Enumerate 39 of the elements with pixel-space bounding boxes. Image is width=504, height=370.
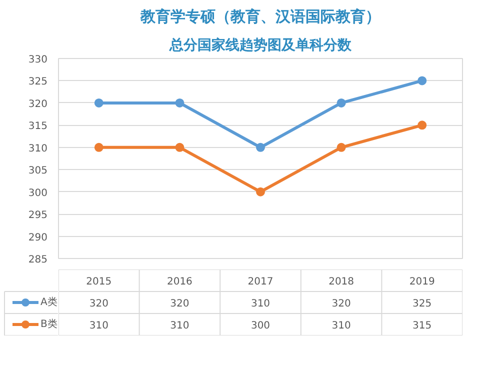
y-tick-label: 305 <box>28 166 48 177</box>
point <box>256 142 265 152</box>
y-tick-label: 295 <box>28 210 48 222</box>
point <box>418 120 427 130</box>
data-label: 315 <box>412 320 432 332</box>
point <box>418 76 427 86</box>
point <box>94 98 104 108</box>
point <box>336 142 346 152</box>
point <box>336 98 346 108</box>
data-label: 310 <box>89 320 108 332</box>
y-tick-label: 310 <box>28 143 48 154</box>
y-tick-label: 285 <box>28 254 48 266</box>
x-tick-label: 2016 <box>166 276 192 288</box>
legend-label: A类 <box>40 296 58 308</box>
data-label: 310 <box>170 320 190 332</box>
chart-title: 教育学专硕（教育、汉语国际教育） <box>140 8 380 26</box>
data-label: 310 <box>250 298 270 310</box>
chart-subtitle: 总分国家线趋势图及单科分数 <box>168 36 352 54</box>
point <box>175 98 184 108</box>
x-tick-label: 2018 <box>328 276 354 288</box>
y-tick-label: 290 <box>28 232 48 244</box>
data-label: 320 <box>89 298 108 310</box>
x-tick-label: 2019 <box>409 276 435 288</box>
data-label: 320 <box>170 298 190 310</box>
data-label: 300 <box>250 320 270 332</box>
y-tick-label: 300 <box>28 188 48 199</box>
y-tick-label: 315 <box>28 121 48 132</box>
x-tick-label: 2015 <box>86 276 112 288</box>
data-label: 320 <box>332 298 351 310</box>
point <box>94 142 104 152</box>
y-tick-label: 325 <box>28 76 48 88</box>
data-label: 310 <box>332 320 351 332</box>
data-label: 325 <box>412 298 432 310</box>
point <box>256 187 265 196</box>
y-tick-label: 320 <box>28 98 48 110</box>
y-tick-label: 330 <box>28 54 48 66</box>
x-tick-label: 2017 <box>248 276 274 288</box>
legend-label: B类 <box>40 318 58 330</box>
point <box>175 142 184 152</box>
